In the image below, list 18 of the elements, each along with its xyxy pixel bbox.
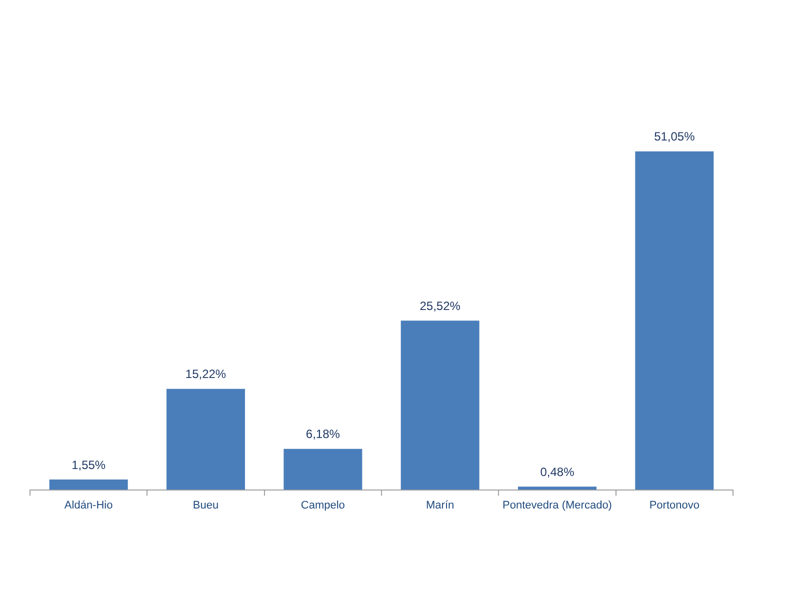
data-label: 25,52% <box>420 298 461 313</box>
bar <box>49 480 128 490</box>
data-label: 15,22% <box>185 367 226 382</box>
x-tick-label: Marín <box>426 499 454 512</box>
data-label: 51,05% <box>654 130 696 144</box>
x-tick-label: Pontevedra (Mercado) <box>502 499 612 512</box>
data-label: 6,18% <box>306 427 340 442</box>
x-tick-label: Portonovo <box>649 499 700 512</box>
bar <box>284 448 362 490</box>
data-label: 0,48% <box>540 464 575 479</box>
bar <box>518 486 596 490</box>
bar <box>166 388 245 490</box>
x-tick-label: Bueu <box>192 499 219 512</box>
data-label: 1,55% <box>72 458 106 472</box>
bar <box>635 151 714 490</box>
x-tick-label: Aldán-Hio <box>64 499 113 512</box>
x-tick-label: Campelo <box>300 499 345 512</box>
bar <box>400 320 480 490</box>
